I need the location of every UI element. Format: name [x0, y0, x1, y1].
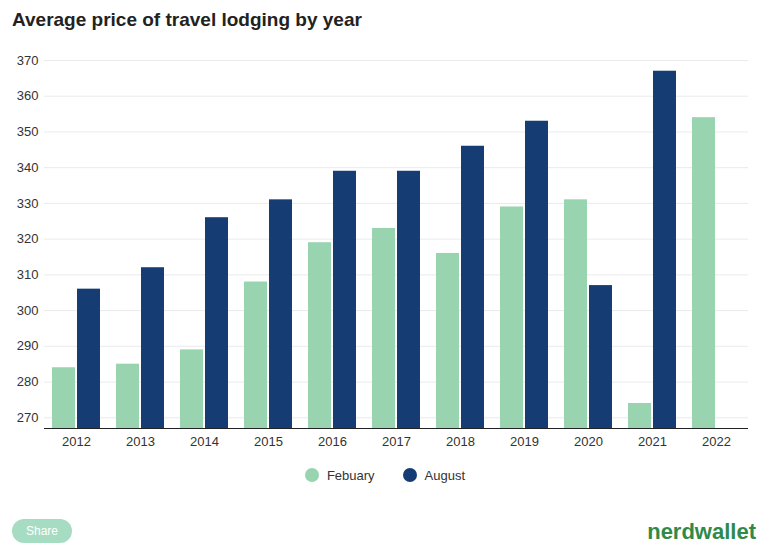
svg-text:330: 330: [17, 196, 39, 211]
svg-text:270: 270: [17, 410, 39, 425]
svg-text:2017: 2017: [382, 434, 411, 449]
svg-text:2014: 2014: [190, 434, 219, 449]
svg-text:280: 280: [17, 374, 39, 389]
svg-text:2016: 2016: [318, 434, 347, 449]
html-text:nerdwallet: nerdwallet: [647, 519, 756, 544]
svg-text:2015: 2015: [254, 434, 283, 449]
svg-text:340: 340: [17, 160, 39, 175]
html-text:Share: Share: [26, 524, 58, 538]
svg-text:2012: 2012: [62, 434, 91, 449]
html-text:Febuary: Febuary: [326, 467, 375, 483]
svg-text:2021: 2021: [638, 434, 667, 449]
svg-text:370: 370: [17, 53, 39, 68]
svg-text:350: 350: [17, 124, 39, 139]
svg-text:300: 300: [17, 303, 39, 318]
svg-text:310: 310: [17, 267, 39, 282]
svg-text:320: 320: [17, 231, 39, 246]
svg-text:2018: 2018: [446, 434, 475, 449]
svg-text:360: 360: [17, 88, 39, 103]
svg-text:2020: 2020: [574, 434, 603, 449]
svg-text:2022: 2022: [702, 434, 731, 449]
svg-text:2013: 2013: [126, 434, 155, 449]
svg-text:290: 290: [17, 338, 39, 353]
html-text:August: August: [424, 467, 466, 483]
svg-text:2019: 2019: [510, 434, 539, 449]
html-text:Average price of travel lodgin: Average price of travel lodging by year: [12, 9, 362, 30]
